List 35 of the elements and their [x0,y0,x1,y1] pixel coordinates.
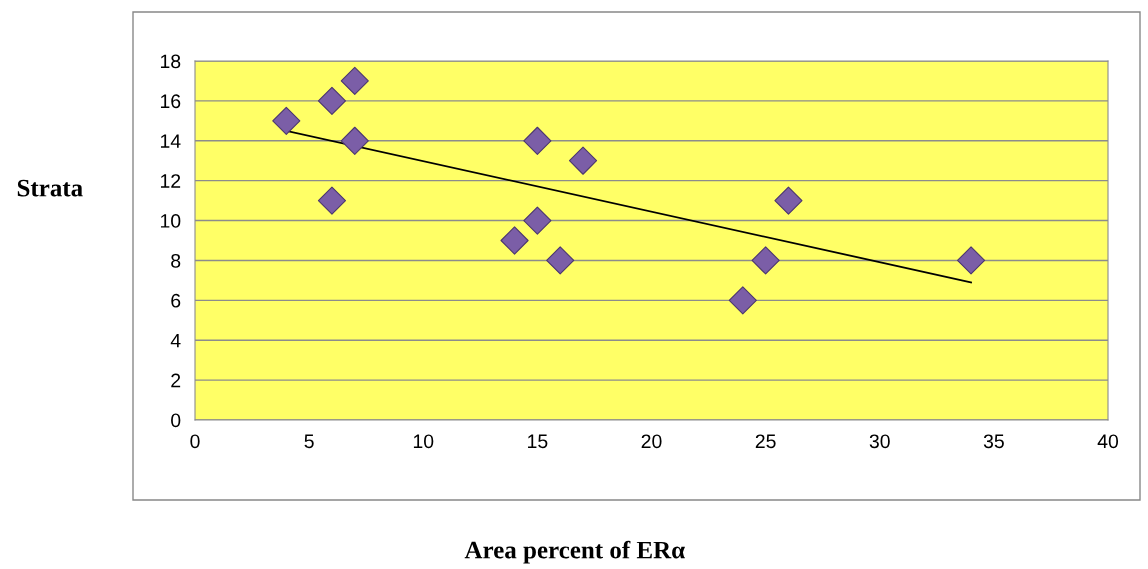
x-tick-label: 0 [190,434,200,449]
point [523,126,552,155]
point [500,226,529,255]
point [956,246,986,275]
y-tick-label: 18 [160,54,181,69]
x-axis-title: Area percent of ERα [464,540,685,564]
point [523,206,552,235]
point [317,186,347,215]
y-tick-label: 0 [171,413,181,428]
y-axis-title: Strata [17,179,83,197]
point [751,246,780,275]
y-tick-label: 8 [171,253,181,268]
point [568,146,598,175]
x-tick-label: 25 [755,434,776,449]
point [317,86,347,115]
point [272,106,301,135]
point [340,66,369,96]
point [546,246,575,275]
x-tick-label: 40 [1097,434,1119,449]
point [728,286,757,315]
x-tick-label: 15 [528,434,548,449]
x-tick-label: 20 [641,434,662,449]
y-tick-label: 6 [171,293,181,308]
x-tick-label: 30 [869,434,890,449]
y-tick-label: 14 [160,134,181,148]
y-tick-label: 12 [160,174,181,188]
x-tick-label: 5 [304,434,314,449]
x-tick-label: 10 [413,434,434,449]
y-tick-label: 10 [160,214,181,228]
point [340,126,369,155]
y-tick-label: 4 [170,333,181,348]
y-tick-label: 16 [160,94,181,109]
point [774,186,803,215]
y-tick-label: 2 [171,373,181,388]
x-tick-label: 35 [983,434,1004,449]
